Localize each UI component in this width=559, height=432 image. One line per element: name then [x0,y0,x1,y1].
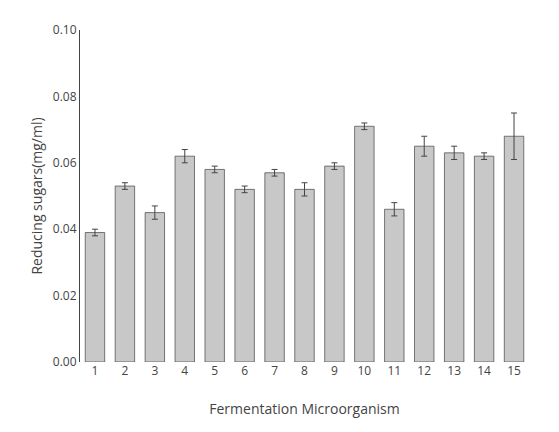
svg-text:14: 14 [477,362,491,379]
svg-text:7: 7 [271,362,278,379]
svg-text:1: 1 [92,362,99,379]
svg-text:9: 9 [331,362,338,379]
svg-text:2: 2 [121,362,128,379]
svg-text:10: 10 [358,362,372,379]
svg-text:5: 5 [211,362,218,379]
svg-text:3: 3 [151,362,158,379]
svg-text:11: 11 [387,362,401,379]
svg-text:Fermentation Microorganism: Fermentation Microorganism [209,399,399,418]
svg-text:15: 15 [507,362,521,379]
svg-text:8: 8 [301,362,308,379]
svg-text:12: 12 [417,362,431,379]
svg-text:0.00: 0.00 [53,353,77,370]
svg-text:Reducing sugars(mg/ml): Reducing sugars(mg/ml) [27,117,46,274]
svg-text:0.10: 0.10 [53,21,77,38]
svg-text:13: 13 [447,362,461,379]
svg-text:0.06: 0.06 [53,154,77,171]
svg-text:0.08: 0.08 [53,88,77,105]
svg-text:4: 4 [181,362,188,379]
svg-text:6: 6 [241,362,248,379]
svg-text:0.04: 0.04 [53,220,77,237]
svg-text:0.02: 0.02 [53,287,77,304]
